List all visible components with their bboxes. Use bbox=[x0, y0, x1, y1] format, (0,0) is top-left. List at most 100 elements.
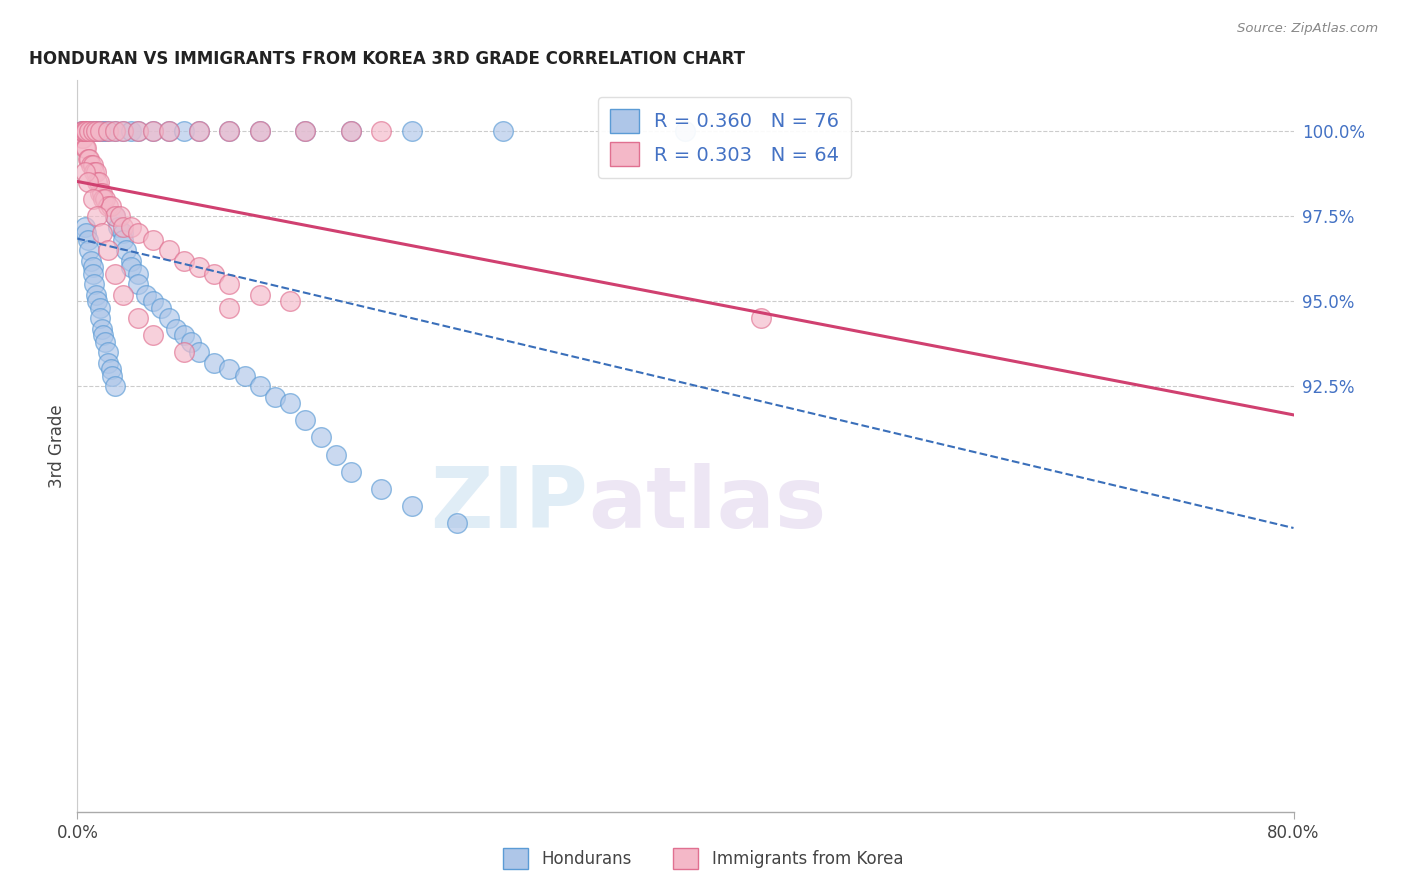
Point bbox=[84, 165, 107, 179]
Point bbox=[218, 124, 240, 138]
Point bbox=[72, 124, 94, 138]
Point bbox=[104, 210, 127, 224]
Point bbox=[142, 233, 165, 247]
Point bbox=[180, 335, 202, 350]
Point bbox=[104, 124, 127, 138]
Point bbox=[77, 233, 100, 247]
Point bbox=[97, 244, 120, 258]
Point bbox=[80, 158, 103, 172]
Point bbox=[101, 369, 124, 384]
Point bbox=[249, 124, 271, 138]
Point bbox=[111, 124, 134, 138]
Point bbox=[264, 390, 287, 404]
Point bbox=[111, 287, 134, 301]
Point bbox=[135, 287, 157, 301]
Point bbox=[70, 131, 93, 145]
Point bbox=[97, 356, 120, 370]
Point bbox=[86, 210, 108, 224]
Point bbox=[82, 124, 104, 138]
Point bbox=[142, 124, 165, 138]
Point bbox=[120, 253, 142, 268]
Point bbox=[202, 356, 225, 370]
Point bbox=[79, 124, 101, 138]
Point bbox=[87, 175, 110, 189]
Point bbox=[370, 124, 392, 138]
Point bbox=[249, 379, 271, 393]
Point bbox=[70, 124, 93, 138]
Point bbox=[90, 124, 112, 138]
Text: HONDURAN VS IMMIGRANTS FROM KOREA 3RD GRADE CORRELATION CHART: HONDURAN VS IMMIGRANTS FROM KOREA 3RD GR… bbox=[28, 50, 745, 68]
Point bbox=[127, 267, 149, 281]
Point bbox=[73, 124, 96, 138]
Point bbox=[93, 192, 115, 206]
Point bbox=[401, 124, 423, 138]
Point bbox=[173, 328, 195, 343]
Point bbox=[108, 210, 131, 224]
Point bbox=[82, 158, 104, 172]
Point bbox=[86, 175, 108, 189]
Text: Source: ZipAtlas.com: Source: ZipAtlas.com bbox=[1237, 22, 1378, 36]
Point bbox=[84, 287, 107, 301]
Point bbox=[340, 465, 363, 479]
Point bbox=[218, 124, 240, 138]
Point bbox=[83, 277, 105, 292]
Point bbox=[104, 124, 127, 138]
Point bbox=[188, 345, 211, 359]
Point bbox=[249, 124, 271, 138]
Point bbox=[142, 294, 165, 309]
Point bbox=[104, 210, 127, 224]
Point bbox=[111, 124, 134, 138]
Point bbox=[294, 124, 316, 138]
Point bbox=[173, 345, 195, 359]
Point bbox=[340, 124, 363, 138]
Point bbox=[149, 301, 172, 316]
Point bbox=[89, 124, 111, 138]
Point bbox=[309, 430, 332, 444]
Point bbox=[77, 175, 100, 189]
Point bbox=[751, 311, 773, 326]
Point bbox=[340, 124, 363, 138]
Point bbox=[90, 227, 112, 241]
Point bbox=[127, 124, 149, 138]
Text: ZIP: ZIP bbox=[430, 463, 588, 546]
Point bbox=[157, 124, 180, 138]
Point bbox=[157, 311, 180, 326]
Point bbox=[75, 124, 97, 138]
Point bbox=[70, 124, 93, 138]
Point bbox=[73, 124, 96, 138]
Point bbox=[89, 311, 111, 326]
Point bbox=[111, 219, 134, 234]
Y-axis label: 3rd Grade: 3rd Grade bbox=[48, 404, 66, 488]
Text: atlas: atlas bbox=[588, 463, 827, 546]
Point bbox=[89, 186, 111, 200]
Point bbox=[73, 165, 96, 179]
Point bbox=[492, 124, 515, 138]
Point bbox=[104, 267, 127, 281]
Point bbox=[249, 287, 271, 301]
Point bbox=[233, 369, 256, 384]
Legend: R = 0.360   N = 76, R = 0.303   N = 64: R = 0.360 N = 76, R = 0.303 N = 64 bbox=[598, 97, 851, 178]
Point bbox=[104, 379, 127, 393]
Point bbox=[111, 233, 134, 247]
Point bbox=[157, 244, 180, 258]
Point bbox=[157, 124, 180, 138]
Point bbox=[73, 219, 96, 234]
Point bbox=[446, 516, 468, 530]
Point bbox=[127, 124, 149, 138]
Point bbox=[75, 141, 97, 155]
Point bbox=[89, 301, 111, 316]
Point bbox=[294, 124, 316, 138]
Point bbox=[97, 124, 120, 138]
Point bbox=[165, 321, 187, 335]
Point bbox=[188, 260, 211, 275]
Point bbox=[173, 124, 195, 138]
Point bbox=[188, 124, 211, 138]
Point bbox=[93, 335, 115, 350]
Point bbox=[73, 141, 96, 155]
Point bbox=[84, 124, 107, 138]
Point bbox=[97, 199, 120, 213]
Point bbox=[218, 277, 240, 292]
Point bbox=[218, 362, 240, 376]
Point bbox=[80, 253, 103, 268]
Point bbox=[120, 260, 142, 275]
